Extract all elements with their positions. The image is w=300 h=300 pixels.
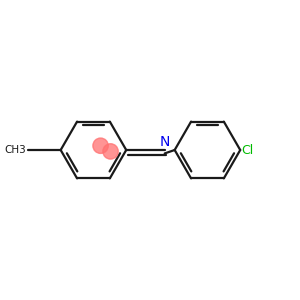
Text: Cl: Cl <box>242 143 254 157</box>
Text: N: N <box>160 135 170 149</box>
Circle shape <box>93 138 108 153</box>
Circle shape <box>103 144 118 159</box>
Text: CH3: CH3 <box>5 145 26 155</box>
